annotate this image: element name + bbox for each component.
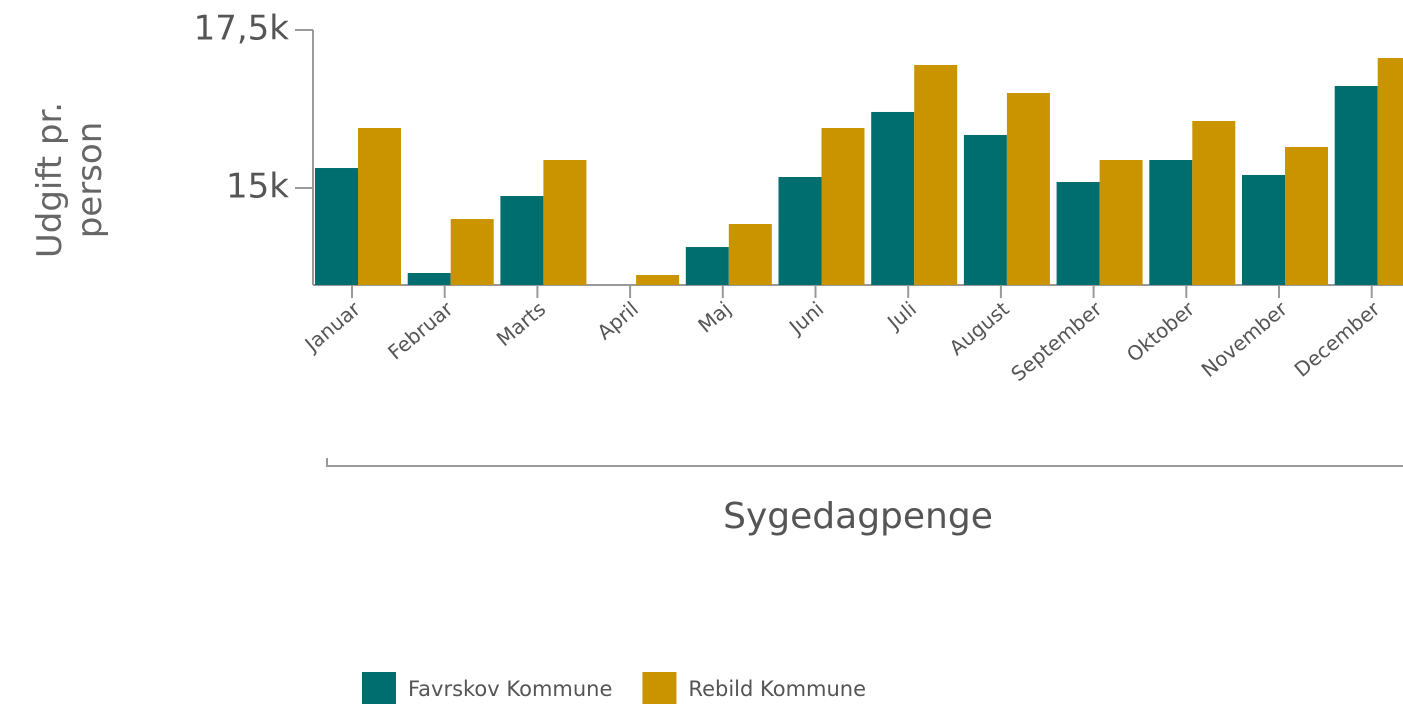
bar [963,134,1007,285]
bar [407,272,451,285]
x-tick-label: December [1290,296,1385,382]
bar [500,196,544,285]
bar [358,128,401,285]
bar [1377,57,1403,286]
x-tick-label: September [1006,296,1107,386]
x-tick-label: Marts [492,297,550,351]
legend-swatch [642,672,677,704]
x-tick-label: August [945,297,1014,360]
bar [871,111,915,285]
x-tick-label: Maj [693,297,735,338]
y-tick-label: 17,5k [194,9,290,49]
bar [728,224,772,285]
bar [450,219,494,285]
bar [1006,93,1050,285]
x-axis-title: Sygedagpenge [723,496,993,537]
x-group-bracket [326,458,1403,467]
bar [821,128,865,285]
legend-label: Favrskov Kommune [408,677,612,701]
legend-label: Rebild Kommune [688,677,866,701]
x-tick-label: Juli [881,297,921,336]
bar [543,159,587,285]
x-tick-label: November [1197,296,1293,382]
bar [1285,146,1328,285]
bar [315,168,358,285]
bar [1192,121,1236,285]
bar [1242,174,1285,285]
bar [685,247,729,285]
y-tick-label: 15k [226,166,289,206]
x-tick-label: Januar [299,296,366,357]
legend-swatch [362,672,396,704]
x-tick-label: Juni [783,297,828,340]
x-tick-label: Oktober [1122,296,1200,367]
bar [1149,159,1193,285]
bar [1099,159,1143,285]
bar [1334,85,1378,286]
bar [1056,181,1100,285]
bar [914,65,958,285]
bar [636,275,680,285]
x-tick-label: April [592,297,642,345]
bar [778,176,822,285]
x-tick-label: Februar [383,296,458,364]
